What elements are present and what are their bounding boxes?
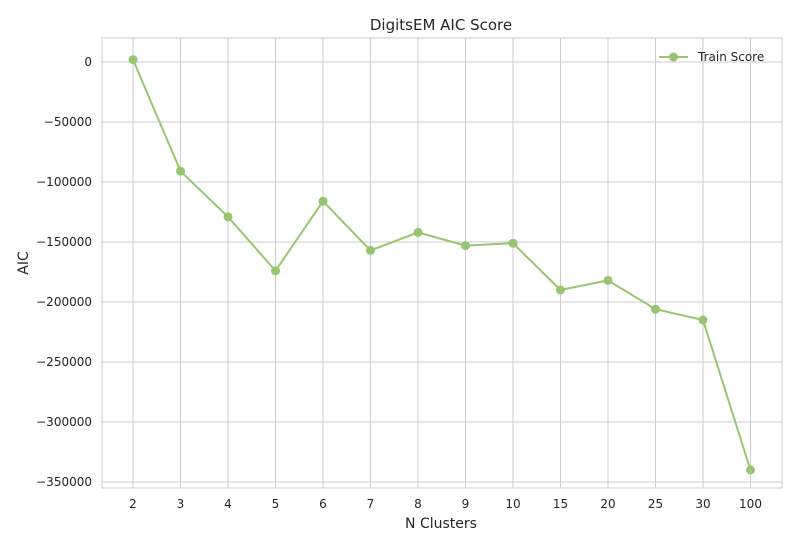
grid	[102, 38, 782, 488]
y-tick-label: −50000	[44, 115, 92, 129]
x-tick-label: 10	[505, 497, 520, 511]
y-axis-label: AIC	[16, 251, 32, 275]
x-axis-ticks: 2 3 4 5 6 7 8 9 10 15 20 25 30 100	[129, 497, 762, 511]
data-point	[461, 241, 470, 251]
x-tick-label: 7	[367, 497, 375, 511]
data-point	[128, 55, 138, 65]
data-point	[698, 315, 708, 325]
x-axis-label: N Clusters	[405, 516, 477, 532]
x-tick-label: 2	[129, 497, 137, 511]
x-tick-label: 5	[272, 497, 280, 511]
x-tick-label: 4	[224, 497, 232, 511]
series-line	[132, 59, 752, 471]
data-point	[176, 166, 185, 176]
data-point	[223, 212, 233, 222]
x-tick-label: 100	[739, 497, 762, 511]
data-point	[413, 227, 423, 237]
x-tick-label: 9	[462, 497, 470, 511]
data-point	[271, 266, 280, 276]
x-tick-label: 8	[414, 497, 422, 511]
plot-area	[101, 37, 783, 489]
data-point	[651, 304, 660, 314]
data-point	[508, 238, 518, 248]
x-tick-label: 30	[695, 497, 710, 511]
legend: Train Score	[659, 50, 764, 64]
series-group	[128, 55, 755, 475]
y-tick-label: −350000	[36, 475, 92, 489]
data-point	[746, 465, 755, 475]
y-axis-ticks: 0 −50000 −100000 −150000 −200000 −250000 −3000…	[36, 55, 92, 489]
x-tick-label: 25	[648, 497, 663, 511]
y-tick-label: 0	[84, 55, 92, 69]
x-tick-label: 15	[553, 497, 568, 511]
data-point	[603, 275, 613, 285]
y-tick-label: −200000	[36, 295, 92, 309]
x-tick-label: 3	[177, 497, 185, 511]
x-tick-label: 6	[319, 497, 327, 511]
chart-title: DigitsEM AIC Score	[370, 16, 512, 34]
data-point	[556, 285, 565, 295]
y-tick-label: −300000	[36, 415, 92, 429]
y-tick-label: −150000	[36, 235, 92, 249]
legend-label: Train Score	[697, 50, 764, 64]
legend-marker	[669, 52, 678, 62]
data-point	[318, 196, 328, 206]
y-tick-label: −100000	[36, 175, 92, 189]
data-point	[366, 245, 375, 255]
y-tick-label: −250000	[36, 355, 92, 369]
x-tick-label: 20	[600, 497, 615, 511]
